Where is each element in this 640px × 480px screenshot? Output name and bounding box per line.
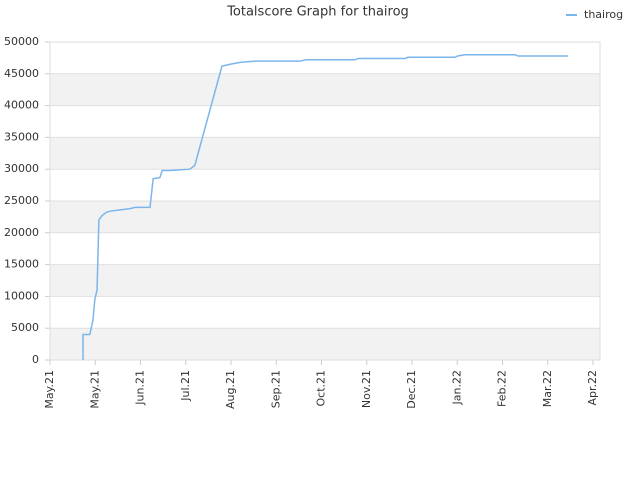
x-tick-label: Sep.21 bbox=[269, 370, 282, 408]
x-tick-label: Jul.21 bbox=[179, 370, 192, 402]
x-tick-label: Apr.22 bbox=[586, 370, 599, 406]
y-tick-label: 0 bbox=[32, 353, 39, 366]
y-tick-label: 25000 bbox=[4, 194, 39, 207]
x-tick-label: Oct.21 bbox=[315, 370, 328, 407]
y-tick-label: 15000 bbox=[4, 258, 39, 271]
y-tick-label: 30000 bbox=[4, 162, 39, 175]
y-tick-label: 40000 bbox=[4, 99, 39, 112]
x-tick-label: May.21 bbox=[88, 370, 101, 409]
plot-border bbox=[49, 41, 601, 361]
y-tick-label: 10000 bbox=[4, 289, 39, 302]
x-tick-label: Dec.21 bbox=[405, 370, 418, 409]
x-tick-label: Aug.21 bbox=[224, 370, 237, 409]
x-tick-label: Jan.22 bbox=[450, 370, 463, 405]
x-tick-label: Mar.22 bbox=[541, 370, 554, 407]
grid-band bbox=[50, 201, 600, 233]
y-tick-label: 35000 bbox=[4, 130, 39, 143]
grid-band bbox=[50, 137, 600, 170]
grid-band bbox=[50, 73, 600, 106]
line bbox=[82, 53, 569, 360]
x-tick-label: Jun.21 bbox=[134, 370, 147, 406]
x-tick-label: Nov.21 bbox=[360, 370, 373, 408]
grid-band bbox=[50, 264, 600, 297]
y-tick-label: 45000 bbox=[4, 67, 39, 80]
grid-band bbox=[50, 328, 600, 360]
legend-label: thairog bbox=[584, 8, 623, 21]
y-tick-label: 5000 bbox=[11, 321, 39, 334]
y-tick-label: 50000 bbox=[4, 35, 39, 48]
y-tick-label: 20000 bbox=[4, 226, 39, 239]
chart-title: Totalscore Graph for thairog bbox=[226, 5, 409, 20]
x-tick-label: May.21 bbox=[43, 370, 56, 409]
x-tick-label: Feb.22 bbox=[496, 370, 509, 407]
